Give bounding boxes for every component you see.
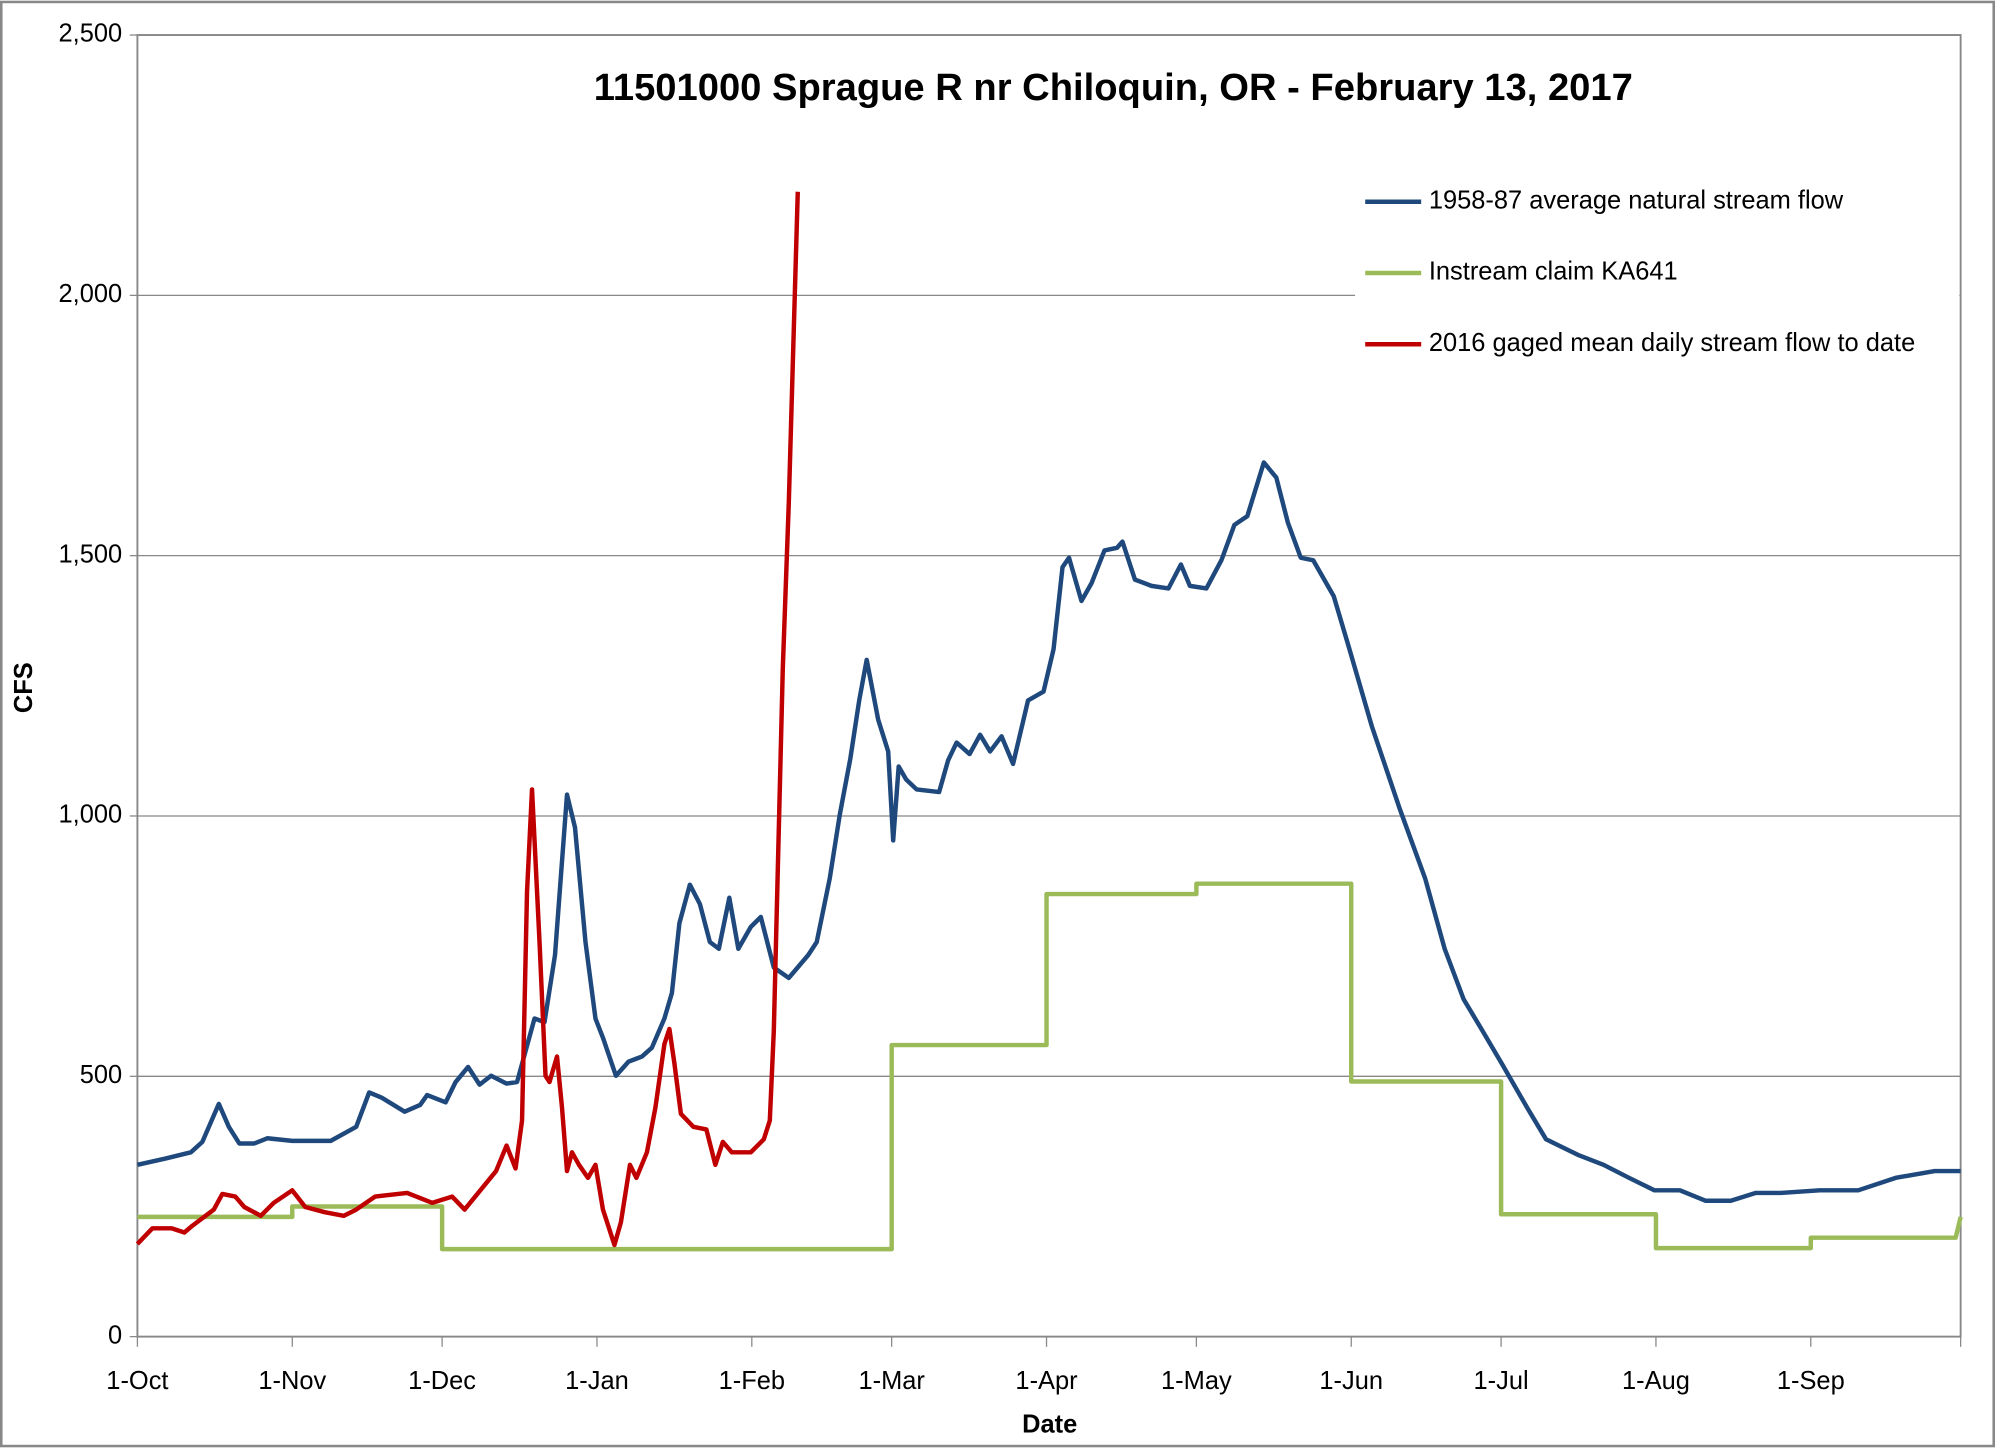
x-tick-label: 1-Jan	[565, 1367, 629, 1395]
plot-area	[136, 34, 1962, 1338]
x-tick-label: 1-Jun	[1319, 1367, 1383, 1395]
x-tick-label: 1-Nov	[258, 1367, 326, 1395]
y-tick-label: 1,000	[58, 801, 122, 829]
x-tick-label: 1-Oct	[106, 1367, 168, 1395]
y-tick-label: 2,000	[58, 280, 122, 308]
y-tick-label: 500	[80, 1061, 122, 1089]
x-tick-label: 1-Feb	[719, 1367, 785, 1395]
y-tick-label: 1,500	[58, 540, 122, 568]
y-axis-label: CFS	[10, 662, 38, 713]
x-tick-label: 1-Apr	[1015, 1367, 1078, 1395]
x-tick-label: 1-Sep	[1777, 1367, 1845, 1395]
x-tick-label: 1-Dec	[408, 1367, 476, 1395]
x-tick-label: 1-Aug	[1622, 1367, 1690, 1395]
chart-title: 11501000 Sprague R nr Chiloquin, OR - Fe…	[594, 66, 1633, 109]
series-line	[136, 460, 1961, 1203]
y-tick-label: 2,500	[58, 20, 122, 48]
x-tick-label: 1-Jul	[1474, 1367, 1529, 1395]
x-tick-label: 1-May	[1161, 1367, 1232, 1395]
legend-label: Instream claim KA641	[1429, 258, 1678, 286]
legend-box	[1355, 134, 1960, 389]
series-line	[135, 191, 800, 1248]
legend-label: 2016 gaged mean daily stream flow to dat…	[1429, 329, 1915, 357]
y-tick-label: 0	[108, 1321, 122, 1349]
series-line	[137, 881, 1963, 1252]
x-tick-label: 1-Mar	[858, 1367, 925, 1395]
legend-label: 1958-87 average natural stream flow	[1429, 186, 1844, 214]
x-axis-label: Date	[1022, 1410, 1077, 1438]
